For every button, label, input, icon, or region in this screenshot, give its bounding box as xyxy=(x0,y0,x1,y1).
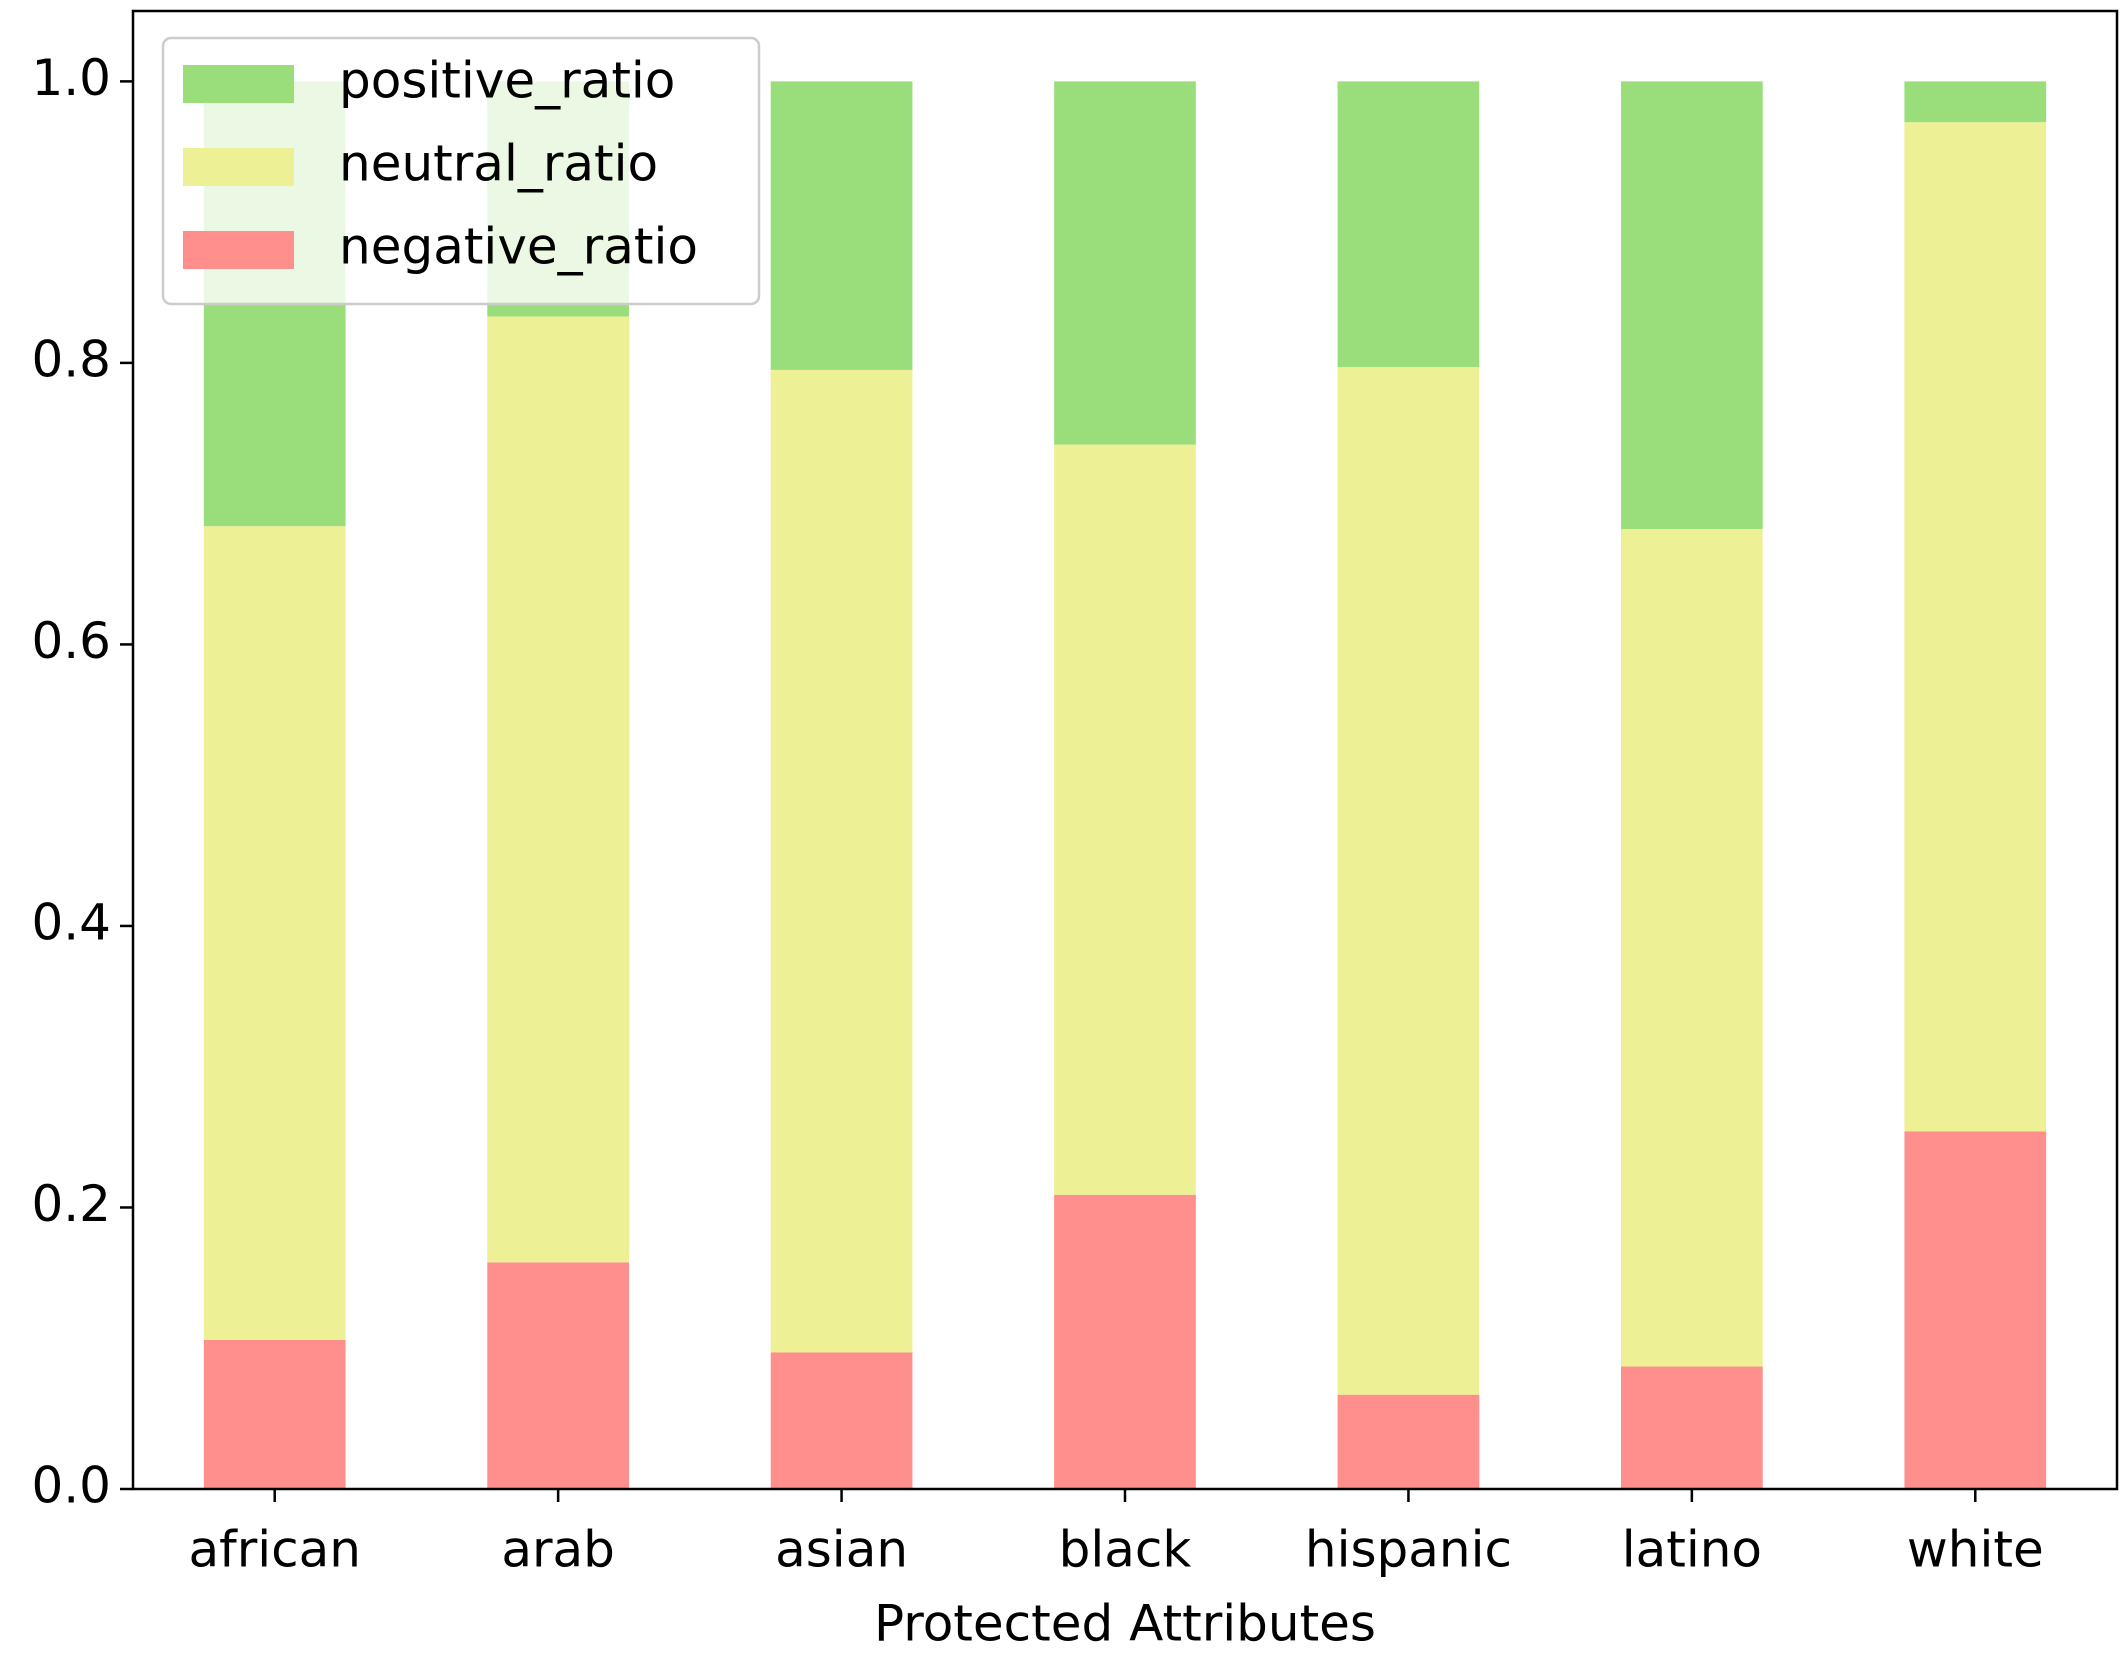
x-tick-label: black xyxy=(1059,1521,1192,1579)
bar-segment xyxy=(487,1262,629,1489)
legend-label: neutral_ratio xyxy=(339,135,658,193)
bar-segment xyxy=(1621,81,1763,530)
x-tick-label: hispanic xyxy=(1305,1521,1512,1579)
legend-swatch xyxy=(183,148,294,186)
bar-segment xyxy=(203,1339,346,1489)
x-tick-label: latino xyxy=(1622,1521,1762,1579)
bar-segment xyxy=(1337,1394,1480,1489)
bar-segment xyxy=(487,316,629,1263)
legend-swatch xyxy=(183,231,294,269)
bar-segment xyxy=(1054,81,1196,445)
y-tick-label: 0.6 xyxy=(31,612,111,670)
y-tick-label: 0.8 xyxy=(31,330,111,388)
bar-segment xyxy=(1621,529,1763,1367)
y-tick-label: 0.4 xyxy=(31,893,111,951)
bar-segment xyxy=(1054,1194,1196,1489)
x-tick-label: asian xyxy=(775,1521,908,1579)
bar-segment xyxy=(1904,122,2047,1132)
legend-label: negative_ratio xyxy=(339,218,698,276)
bar-segment xyxy=(1904,81,2047,123)
bar-segment xyxy=(770,1352,913,1489)
legend-swatch xyxy=(183,65,294,103)
y-tick-label: 0.0 xyxy=(31,1457,111,1515)
bar-segment xyxy=(203,526,346,1340)
bar-segment xyxy=(1337,367,1480,1395)
x-tick-label: african xyxy=(188,1521,361,1579)
bar-segment xyxy=(770,369,913,1353)
bar-segment xyxy=(770,81,913,370)
bar-segment xyxy=(1621,1366,1763,1489)
x-tick-label: white xyxy=(1907,1521,2044,1579)
bar-segment xyxy=(1337,81,1480,368)
x-tick-label: arab xyxy=(501,1521,615,1579)
bar-segment xyxy=(1054,444,1196,1195)
legend-label: positive_ratio xyxy=(339,52,675,110)
x-axis-label: Protected Attributes xyxy=(874,1595,1376,1653)
legend-box xyxy=(161,36,761,306)
bar-segment xyxy=(1904,1131,2047,1489)
y-tick-label: 1.0 xyxy=(31,49,111,107)
y-tick-label: 0.2 xyxy=(31,1175,111,1233)
